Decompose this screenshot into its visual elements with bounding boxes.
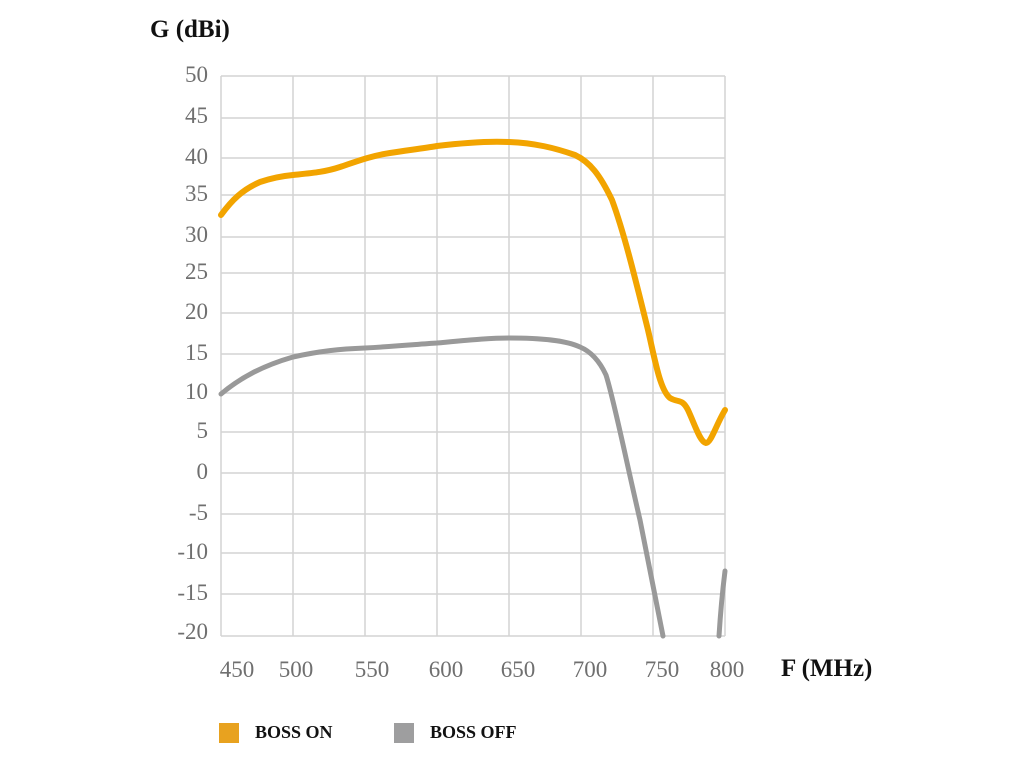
- y-tick: 25: [185, 259, 208, 284]
- boss-off-line: [218, 335, 666, 639]
- y-tick: -10: [177, 539, 208, 564]
- y-tick: 10: [185, 379, 208, 404]
- boss-on-swatch-icon: [219, 722, 239, 743]
- x-tick: 700: [572, 657, 608, 682]
- x-tick: 500: [278, 657, 314, 682]
- y-tick: 40: [185, 144, 208, 169]
- legend-label: BOSS OFF: [430, 722, 517, 742]
- y-tick: 30: [185, 222, 208, 247]
- y-tick: -5: [188, 500, 208, 525]
- y-tick: 5: [196, 418, 209, 443]
- x-tick: 550: [354, 657, 390, 682]
- x-tick: 750: [644, 657, 680, 682]
- legend-item-boss-on: BOSS ON: [219, 722, 333, 743]
- y-tick: -15: [177, 580, 208, 605]
- y-tick: 15: [185, 340, 208, 365]
- y-tick: 20: [185, 299, 208, 324]
- boss-off-swatch-icon: [394, 722, 414, 743]
- x-tick: 450: [219, 657, 255, 682]
- boss-off-line-segment-2: [716, 568, 728, 639]
- y-tick: 35: [185, 181, 208, 206]
- x-axis-title: F (MHz): [781, 655, 873, 682]
- y-axis-title: G (dBi): [150, 16, 230, 43]
- y-tick: 0: [196, 459, 209, 484]
- legend-item-boss-off: BOSS OFF: [394, 722, 517, 743]
- boss-on-line: [218, 138, 728, 446]
- y-tick: 50: [185, 62, 208, 87]
- legend-label: BOSS ON: [255, 722, 333, 742]
- y-tick: -20: [177, 619, 208, 644]
- x-tick: 650: [500, 657, 536, 682]
- x-tick: 600: [428, 657, 464, 682]
- x-tick: 800: [709, 657, 745, 682]
- y-tick: 45: [185, 103, 208, 128]
